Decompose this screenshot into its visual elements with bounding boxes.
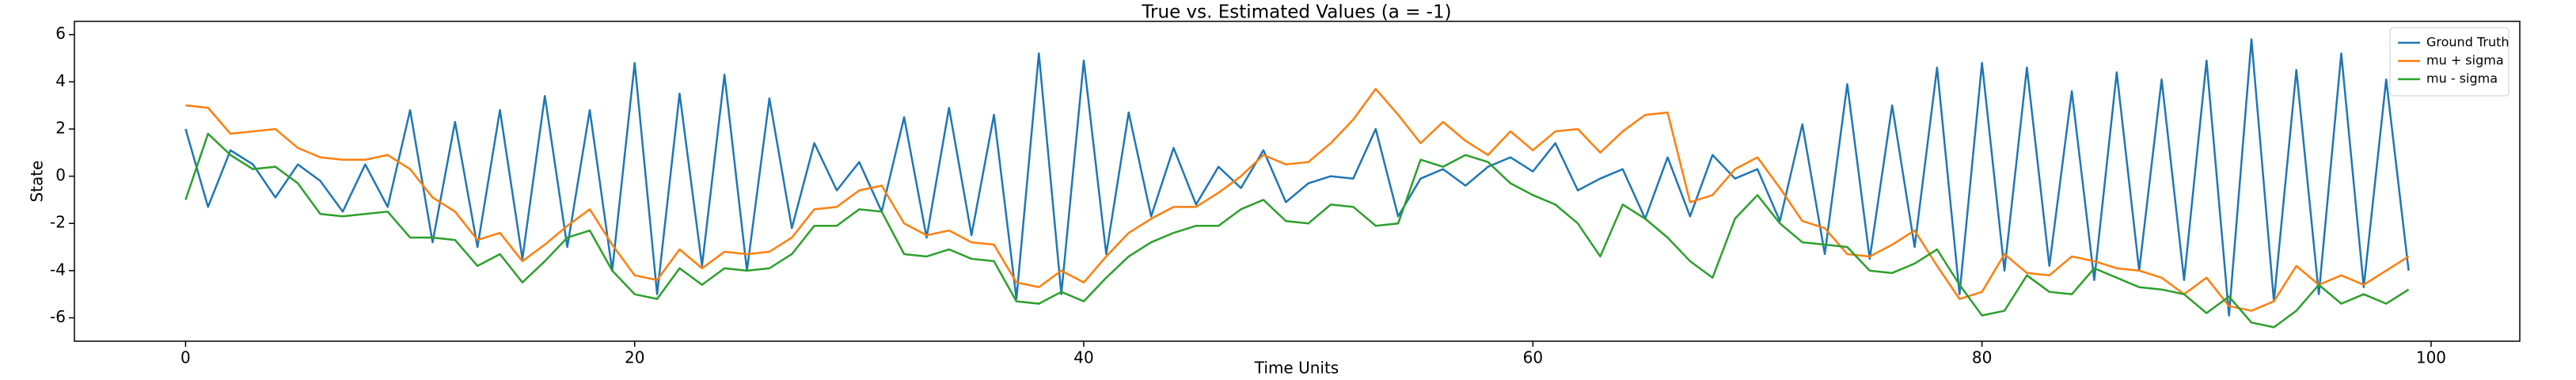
x-tick-label: 80 (1972, 348, 1992, 367)
x-tick-label: 60 (1523, 348, 1543, 367)
legend-label: Ground Truth (2426, 35, 2510, 50)
series-line (184, 132, 2410, 329)
x-tick-label: 0 (180, 348, 191, 367)
y-tick-label: 0 (55, 165, 66, 184)
y-tick-label: 2 (55, 118, 66, 137)
y-tick-label: -2 (50, 213, 66, 232)
plot-frame (74, 21, 2521, 342)
series-line (184, 38, 2410, 317)
x-tick-label: 20 (625, 348, 644, 367)
x-tick-label: 40 (1073, 348, 1093, 367)
y-tick-label: 6 (55, 24, 66, 43)
y-axis-label: State (28, 161, 47, 203)
y-tick-label: -6 (50, 307, 66, 326)
x-tick-label: 100 (2416, 348, 2446, 367)
chart-title: True vs. Estimated Values (a = -1) (1141, 2, 1451, 23)
y-tick-label: -4 (50, 260, 66, 279)
legend-label: mu - sigma (2426, 71, 2498, 86)
x-axis-label: Time Units (1254, 359, 1339, 378)
y-tick-label: 4 (55, 71, 66, 90)
series-line (185, 88, 2410, 312)
legend-label: mu + sigma (2426, 53, 2504, 68)
